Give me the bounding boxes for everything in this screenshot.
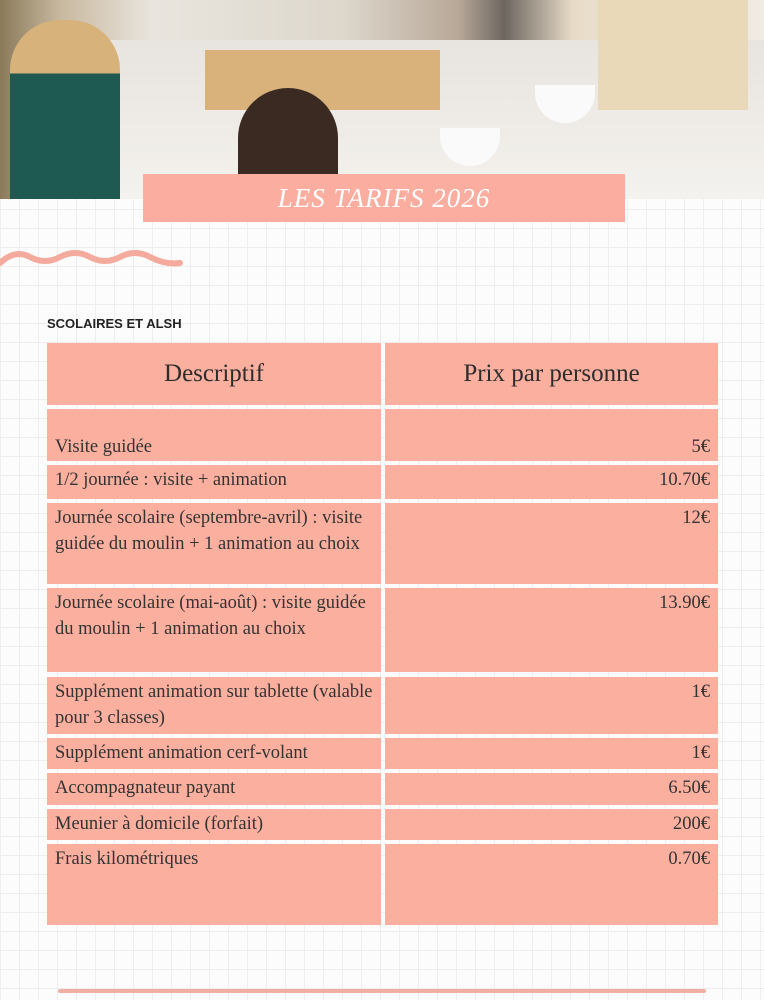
- header-descriptif: Descriptif: [47, 343, 381, 405]
- description-cell: Accompagnateur payant: [47, 773, 381, 805]
- price-text: 10.70€: [659, 470, 710, 490]
- description-cell: Journée scolaire (septembre-avril) : vis…: [47, 503, 381, 584]
- description-cell: Journée scolaire (mai-août) : visite gui…: [47, 588, 381, 672]
- wave-decoration: [0, 250, 183, 267]
- section-title: SCOLAIRES ET ALSH: [47, 316, 182, 331]
- price-cell: 13.90€: [385, 588, 718, 672]
- price-text: 6.50€: [668, 778, 710, 798]
- description-cell: Visite guidée: [47, 409, 381, 461]
- price-cell: 200€: [385, 809, 718, 840]
- description-text: Accompagnateur payant: [55, 778, 236, 798]
- price-text: 200€: [673, 814, 710, 834]
- footer-divider: [58, 989, 706, 993]
- description-text: Meunier à domicile (forfait): [55, 814, 264, 834]
- price-cell: 1€: [385, 677, 718, 734]
- description-text: Frais kilométriques: [55, 849, 199, 869]
- price-text: 5€: [691, 437, 711, 457]
- price-cell: 0.70€: [385, 844, 718, 925]
- description-text: Visite guidée: [55, 437, 153, 457]
- description-text: Supplément animation sur tablette (valab…: [55, 682, 373, 728]
- price-cell: 5€: [385, 409, 718, 461]
- price-text: 0.70€: [668, 849, 710, 869]
- price-text: 12€: [682, 508, 710, 528]
- price-cell: 10.70€: [385, 465, 718, 499]
- description-text: 1/2 journée : visite + animation: [55, 470, 287, 490]
- header-photo: [0, 0, 764, 199]
- description-text: Journée scolaire (mai-août) : visite gui…: [55, 593, 366, 639]
- price-text: 1€: [691, 682, 711, 702]
- price-text: 1€: [691, 743, 711, 763]
- description-cell: Meunier à domicile (forfait): [47, 809, 381, 840]
- price-cell: 6.50€: [385, 773, 718, 805]
- description-cell: 1/2 journée : visite + animation: [47, 465, 381, 499]
- description-cell: Supplément animation sur tablette (valab…: [47, 677, 381, 734]
- description-text: Supplément animation cerf-volant: [55, 743, 308, 763]
- page-title: LES TARIFS 2026: [143, 174, 625, 222]
- description-cell: Supplément animation cerf-volant: [47, 738, 381, 769]
- description-text: Journée scolaire (septembre-avril) : vis…: [55, 508, 363, 554]
- price-cell: 12€: [385, 503, 718, 584]
- header-prix: Prix par personne: [385, 343, 718, 405]
- description-cell: Frais kilométriques: [47, 844, 381, 925]
- price-cell: 1€: [385, 738, 718, 769]
- price-text: 13.90€: [659, 593, 710, 613]
